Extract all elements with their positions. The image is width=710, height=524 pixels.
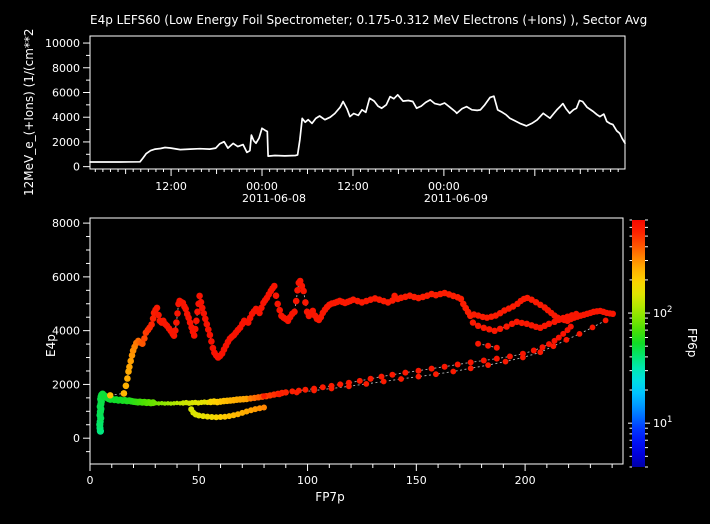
- scatter-points: [96, 277, 616, 435]
- flux-line: [89, 93, 626, 163]
- svg-text:8000: 8000: [52, 217, 80, 230]
- svg-text:8000: 8000: [52, 62, 80, 75]
- svg-text:2011-06-09: 2011-06-09: [424, 192, 488, 205]
- bottom-y-axis-label: E4p: [44, 334, 58, 357]
- svg-text:2000: 2000: [52, 378, 80, 391]
- colorbar: 101 102: [628, 219, 672, 468]
- svg-text:12:00: 12:00: [155, 180, 187, 193]
- svg-text:0: 0: [73, 432, 80, 445]
- svg-text:2000: 2000: [52, 136, 80, 149]
- svg-text:150: 150: [406, 474, 427, 487]
- top-y-axis-label: 12MeV_e_(+Ions) (1/(cm**2: [22, 28, 36, 196]
- svg-text:00:00: 00:00: [428, 180, 460, 193]
- svg-text:0: 0: [73, 161, 80, 174]
- svg-text:10000: 10000: [45, 37, 80, 50]
- svg-text:4000: 4000: [52, 111, 80, 124]
- svg-text:6000: 6000: [52, 86, 80, 99]
- colorbar-gradient: [632, 220, 645, 467]
- svg-text:100: 100: [297, 474, 318, 487]
- svg-text:101: 101: [653, 415, 672, 430]
- bottom-x-axis-label: FP7p: [315, 490, 345, 504]
- svg-text:12:00: 12:00: [337, 180, 369, 193]
- svg-text:2011-06-08: 2011-06-08: [242, 192, 306, 205]
- colorbar-label: FP6p: [685, 328, 699, 358]
- svg-text:0: 0: [87, 474, 94, 487]
- svg-text:50: 50: [192, 474, 206, 487]
- svg-text:4000: 4000: [52, 325, 80, 338]
- page-title: E4p LEFS60 (Low Energy Foil Spectrometer…: [90, 13, 648, 27]
- svg-text:6000: 6000: [52, 271, 80, 284]
- svg-text:00:00: 00:00: [246, 180, 278, 193]
- svg-text:102: 102: [653, 305, 672, 320]
- svg-text:200: 200: [515, 474, 536, 487]
